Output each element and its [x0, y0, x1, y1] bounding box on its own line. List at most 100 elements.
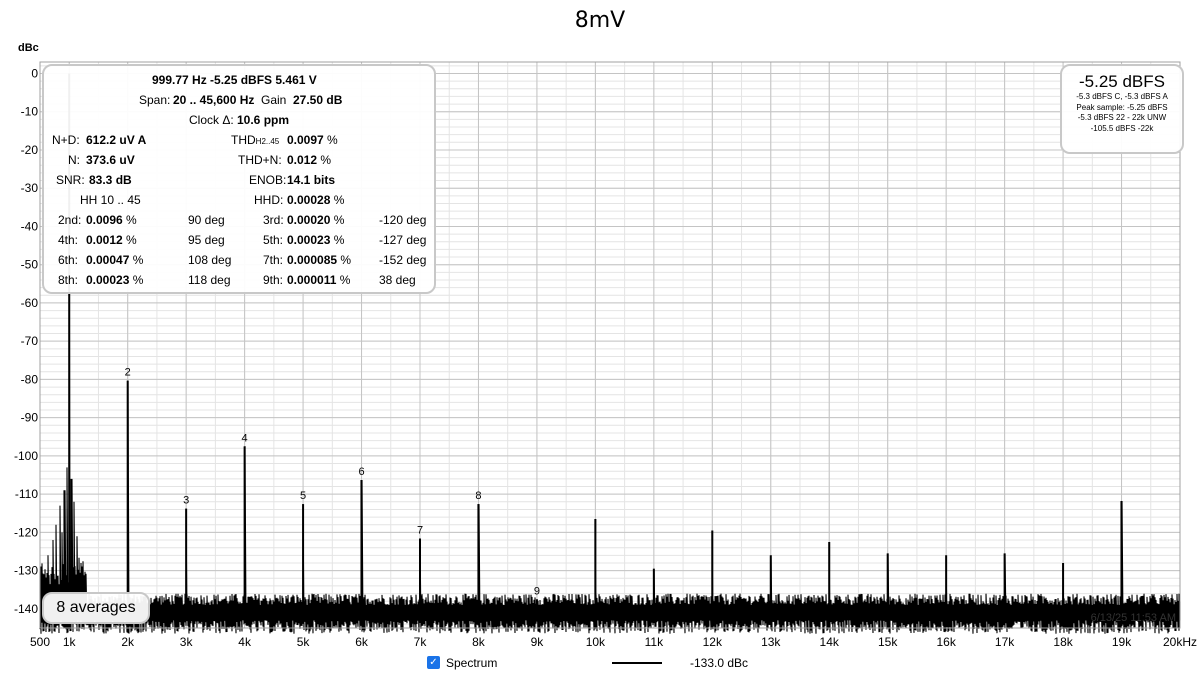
nd-row: N+D: 612.2 uV A THDH2..45 0.0097 % [44, 130, 434, 150]
x-tick-label: 10k [586, 635, 606, 649]
nd-label: N+D: [52, 133, 80, 147]
gain-label: Gain [261, 93, 287, 107]
harmonic-number-label: 5 [300, 490, 306, 502]
x-tick-labels: 500 1k 2k 3k 4k 5k 6k 7k 8k 9k 10k 11k 12k 13k 14k 15k 1… [30, 635, 1197, 649]
harmonic-left-value: 0.00023 % [86, 273, 144, 287]
legend-line-swatch [612, 662, 662, 664]
harmonic-right-label: 3rd: [263, 213, 284, 227]
x-tick-label: 4k [238, 635, 252, 649]
harmonic-right-label: 9th: [263, 273, 284, 287]
x-tick-label: 19k [1112, 635, 1132, 649]
snr-label: SNR: [56, 173, 85, 187]
x-tick-label: 18k [1053, 635, 1073, 649]
y-tick-label: -90 [21, 411, 39, 425]
y-tick-label: -110 [15, 487, 38, 501]
y-tick-label: -120 [14, 525, 38, 539]
timestamp: 6/13/25 11:53 AM [1090, 612, 1176, 624]
snr-row: SNR: 83.3 dB ENOB: 14.1 bits [44, 170, 434, 190]
level-detail-1: -5.3 dBFS C, -5.3 dBFS A [1076, 92, 1168, 101]
y-tick-label: -70 [21, 334, 39, 348]
x-tick-label: 7k [414, 635, 428, 649]
harmonic-row: 4th: 0.0012 % 95 deg 5th: 0.00023 % -127 deg [44, 230, 434, 250]
harmonic-row: 6th: 0.00047 % 108 deg 7th: 0.000085 % -152 d… [44, 250, 434, 270]
harmonic-right-value: 0.00023 % [287, 233, 345, 247]
x-tick-label: 16k [936, 635, 956, 649]
harmonic-row: 8th: 0.00023 % 118 deg 9th: 0.000011 % 38 deg [44, 270, 434, 290]
clock-value: 10.6 ppm [237, 113, 290, 127]
harmonic-right-phase: -120 deg [379, 213, 427, 227]
y-tick-label: -100 [14, 449, 38, 463]
x-tick-label: 20kHz [1163, 635, 1197, 649]
hhd-value: 0.00028 % [287, 193, 345, 207]
hh-row: HH 10 .. 45 HHD: 0.00028 % [44, 190, 434, 210]
nd-value: 612.2 uV A [86, 133, 147, 147]
level-detail-3: -5.3 dBFS 22 - 22k UNW [1077, 113, 1167, 122]
level-main: -5.25 dBFS [1079, 72, 1165, 91]
harmonic-labels: 2 3 4 5 6 7 8 9 [125, 367, 540, 598]
harmonic-left-value: 0.00047 % [86, 253, 144, 267]
stats-header-row: 999.77 Hz -5.25 dBFS 5.461 V [44, 70, 434, 90]
enob-value: 14.1 bits [287, 173, 336, 187]
clock-row: Clock Δ: 10.6 ppm [44, 110, 434, 130]
enob-label: ENOB: [249, 173, 287, 187]
plot-frame [39, 61, 1181, 629]
harmonic-left-label: 2nd: [58, 213, 82, 227]
level-readout[interactable]: -5.25 dBFS -5.3 dBFS C, -5.3 dBFS A Peak… [1060, 64, 1184, 154]
y-tick-label: -10 [21, 105, 39, 119]
harmonic-right-value: 0.000011 % [287, 273, 351, 287]
harmonic-right-value: 0.00020 % [287, 213, 345, 227]
harmonic-number-label: 6 [358, 466, 364, 478]
harmonic-left-phase: 95 deg [188, 233, 225, 247]
snr-value: 83.3 dB [89, 173, 132, 187]
x-tick-label: 500 [30, 635, 50, 649]
span-label: Span: [139, 93, 171, 107]
harmonic-left-phase: 90 deg [188, 213, 225, 227]
gain-value: 27.50 dB [293, 93, 343, 107]
y-axis-unit: dBc [18, 42, 39, 54]
y-tick-label: -140 [14, 602, 38, 616]
y-tick-label: -80 [21, 372, 39, 386]
x-tick-label: 14k [820, 635, 840, 649]
harmonic-right-phase: 38 deg [379, 273, 416, 287]
harmonic-number-label: 3 [183, 495, 189, 507]
x-tick-label: 9k [531, 635, 545, 649]
harmonic-number-label: 4 [242, 432, 248, 444]
legend-series-label: Spectrum [446, 656, 498, 670]
harmonic-left-phase: 118 deg [188, 273, 231, 287]
thd-value: 0.0097 % [287, 133, 338, 147]
level-detail-2: Peak sample: -5.25 dBFS [1076, 102, 1168, 112]
x-tick-label: 2k [121, 635, 135, 649]
spectrum-line [39, 73, 1181, 634]
y-tick-label: -20 [21, 143, 39, 157]
thd-label: THDH2..45 [231, 133, 280, 147]
harmonic-left-label: 8th: [58, 273, 79, 287]
averages-badge[interactable]: 8 averages [42, 592, 150, 624]
harmonic-number-label: 7 [417, 525, 423, 537]
harmonic-right-phase: -127 deg [379, 233, 427, 247]
spectrum-checkbox[interactable]: ✓ [427, 656, 440, 669]
x-tick-label: 1k [63, 635, 77, 649]
level-detail-4: -105.5 dBFS -22k [1090, 123, 1154, 133]
span-value: 20 .. 45,600 Hz [173, 93, 255, 107]
harmonic-right-label: 5th: [263, 233, 284, 247]
thdn-label: THD+N: [238, 153, 282, 167]
measurement-panel[interactable]: 999.77 Hz -5.25 dBFS 5.461 V Span: 20 ..… [42, 64, 436, 294]
x-tick-label: 12k [703, 635, 723, 649]
harmonic-number-label: 8 [475, 490, 481, 502]
n-value: 373.6 uV [86, 153, 135, 167]
x-tick-label: 13k [761, 635, 781, 649]
x-tick-label: 8k [472, 635, 486, 649]
harmonic-right-label: 7th: [263, 253, 284, 267]
hh-range: HH 10 .. 45 [80, 193, 141, 207]
harmonic-number-label: 2 [125, 367, 131, 379]
n-row: N: 373.6 uV THD+N: 0.012 % [44, 150, 434, 170]
harmonic-left-value: 0.0012 % [86, 233, 137, 247]
y-tick-label: -50 [21, 258, 39, 272]
n-label: N: [68, 153, 80, 167]
clock-label: Clock Δ: [189, 113, 234, 127]
y-tick-label: -130 [14, 564, 38, 578]
legend-cursor-value: -133.0 dBc [690, 656, 749, 670]
y-tick-label: -60 [21, 296, 39, 310]
x-tick-label: 6k [355, 635, 369, 649]
